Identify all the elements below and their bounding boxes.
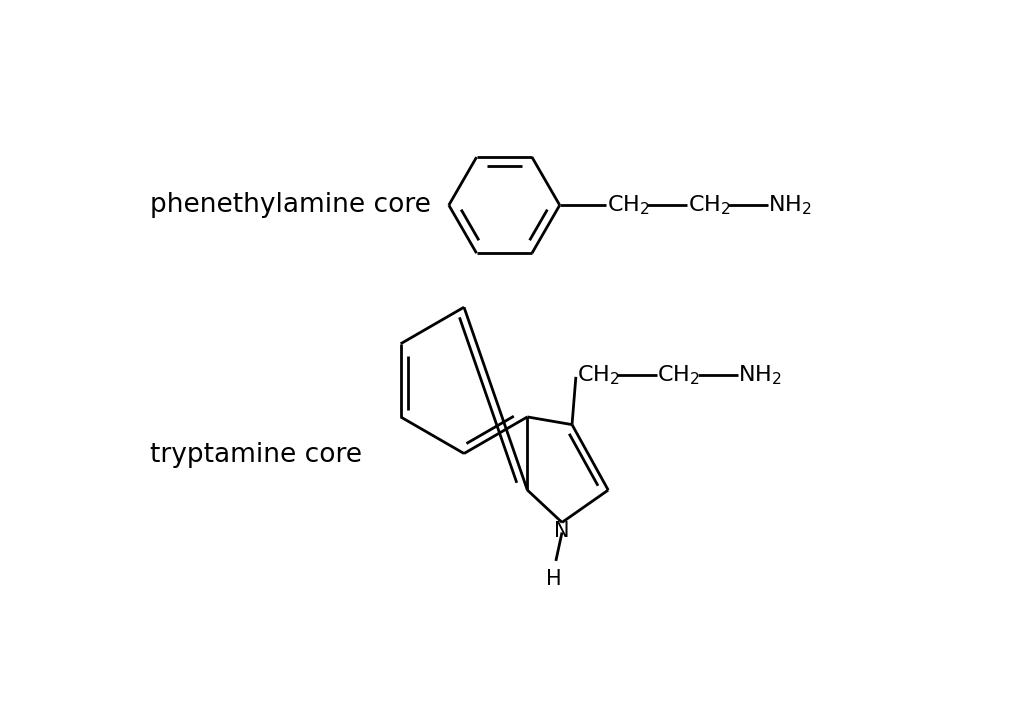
Text: N: N — [554, 521, 569, 541]
Text: H: H — [546, 569, 561, 589]
Text: tryptamine core: tryptamine core — [150, 443, 362, 468]
Text: phenethylamine core: phenethylamine core — [150, 192, 431, 218]
Text: $\mathregular{CH_2}$: $\mathregular{CH_2}$ — [577, 363, 620, 387]
Text: $\mathregular{CH_2}$: $\mathregular{CH_2}$ — [687, 194, 731, 217]
Text: $\mathregular{CH_2}$: $\mathregular{CH_2}$ — [658, 363, 700, 387]
Text: $\mathregular{NH_2}$: $\mathregular{NH_2}$ — [739, 363, 782, 387]
Text: $\mathregular{CH_2}$: $\mathregular{CH_2}$ — [606, 194, 649, 217]
Text: $\mathregular{NH_2}$: $\mathregular{NH_2}$ — [768, 194, 813, 217]
